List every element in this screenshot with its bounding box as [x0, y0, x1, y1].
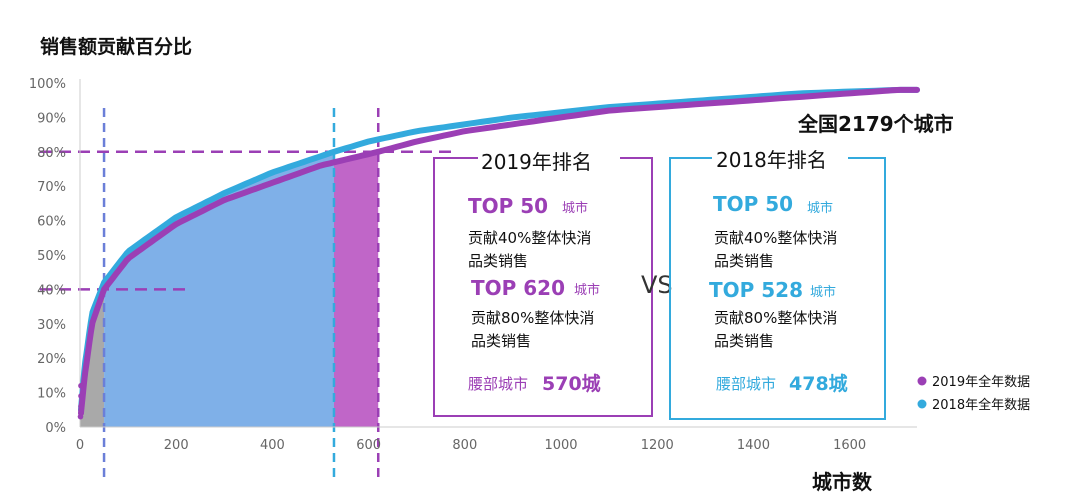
panel-2018: 2018年排名 TOP 50 城市 贡献40%整体快消 品类销售 TOP 528… — [669, 148, 886, 420]
x-tick-label: 400 — [260, 438, 285, 453]
panel-2018-frame — [669, 157, 886, 420]
x-tick-label: 1200 — [641, 438, 674, 453]
y-tick-label: 10% — [37, 387, 66, 402]
legend-marker-2019 — [917, 376, 927, 386]
panel-2019-top2-line1: 贡献80%整体快消 — [471, 309, 594, 327]
panel-2019-top1-line2: 品类销售 — [468, 252, 528, 270]
panel-2018-title: 2018年排名 — [716, 148, 827, 172]
panel-2018-waist-label: 腰部城市 — [716, 375, 776, 393]
panel-2019: 2019年排名 TOP 50 城市 贡献40%整体快消 品类销售 TOP 620… — [433, 150, 653, 417]
y-tick-label: 40% — [37, 283, 66, 298]
panel-2019-frame — [433, 157, 653, 417]
x-tick-label: 600 — [356, 438, 381, 453]
series-line — [78, 86, 920, 417]
y-tick-label: 60% — [37, 215, 66, 230]
legend-entry-2019: 2019年全年数据 — [932, 374, 1030, 390]
y-axis-title: 销售额贡献百分比 — [40, 35, 192, 58]
panel-2019-top1-label: TOP 50 — [468, 194, 548, 218]
x-tick-label: 0 — [76, 438, 84, 453]
y-tick-label: 100% — [29, 77, 66, 92]
panel-2018-top2-line1: 贡献80%整体快消 — [714, 309, 837, 327]
shaded-regions — [80, 151, 379, 428]
y-tick-label: 50% — [37, 249, 66, 264]
panel-2018-top2-unit: 城市 — [810, 284, 836, 300]
y-tick-labels: 0% 10% 20% 30% 40% 50% 60% 70% 80% 90% 100% — [29, 77, 66, 436]
y-tick-label: 0% — [45, 421, 66, 436]
y-tick-label: 80% — [37, 146, 66, 161]
panel-2018-top1-line1: 贡献40%整体快消 — [714, 229, 837, 247]
x-tick-labels: 0 200 400 600 800 1000 1200 1400 1600 — [76, 438, 866, 453]
series-point — [78, 403, 84, 410]
x-tick-label: 200 — [164, 438, 189, 453]
panel-2018-top1-label: TOP 50 — [713, 192, 793, 216]
panel-2019-title: 2019年排名 — [481, 150, 592, 174]
panel-2019-top2-unit: 城市 — [574, 282, 600, 298]
x-tick-label: 1400 — [737, 438, 770, 453]
series-line — [78, 86, 920, 413]
y-tick-label: 30% — [37, 318, 66, 333]
panel-2019-waist-label: 腰部城市 — [468, 375, 528, 393]
series-point — [78, 393, 84, 399]
series-point — [78, 382, 84, 389]
x-tick-label: 800 — [452, 438, 477, 453]
series-point — [77, 413, 84, 420]
total-cities-annotation: 全国2179个城市 — [797, 112, 954, 136]
axes — [79, 79, 917, 428]
panel-2019-top2-label: TOP 620 — [471, 276, 565, 300]
panel-2018-top2-label: TOP 528 — [709, 278, 803, 302]
panel-2019-top2-line2: 品类销售 — [471, 332, 531, 350]
vs-label: VS — [641, 271, 673, 299]
y-tick-label: 90% — [37, 111, 66, 126]
panel-2019-top1-unit: 城市 — [562, 200, 588, 216]
panel-2018-top1-line2: 品类销售 — [714, 252, 774, 270]
panel-2018-waist-value: 478城 — [789, 372, 848, 395]
legend-entry-2018: 2018年全年数据 — [932, 397, 1030, 413]
x-tick-label: 1600 — [833, 438, 866, 453]
y-tick-label: 20% — [37, 352, 66, 367]
panel-2019-waist-value: 570城 — [542, 372, 601, 395]
x-axis-title: 城市数 — [812, 470, 873, 494]
series-lines — [77, 86, 920, 420]
x-tick-label: 1000 — [544, 438, 577, 453]
panel-2019-top1-line1: 贡献40%整体快消 — [468, 229, 591, 247]
legend-marker-2018 — [917, 399, 927, 409]
y-tick-label: 70% — [37, 180, 66, 195]
shaded-region — [333, 151, 379, 428]
legend: 2019年全年数据 2018年全年数据 — [917, 374, 1030, 413]
panel-2018-top2-line2: 品类销售 — [714, 332, 774, 350]
shaded-region — [104, 151, 334, 428]
panel-2018-top1-unit: 城市 — [807, 200, 833, 216]
